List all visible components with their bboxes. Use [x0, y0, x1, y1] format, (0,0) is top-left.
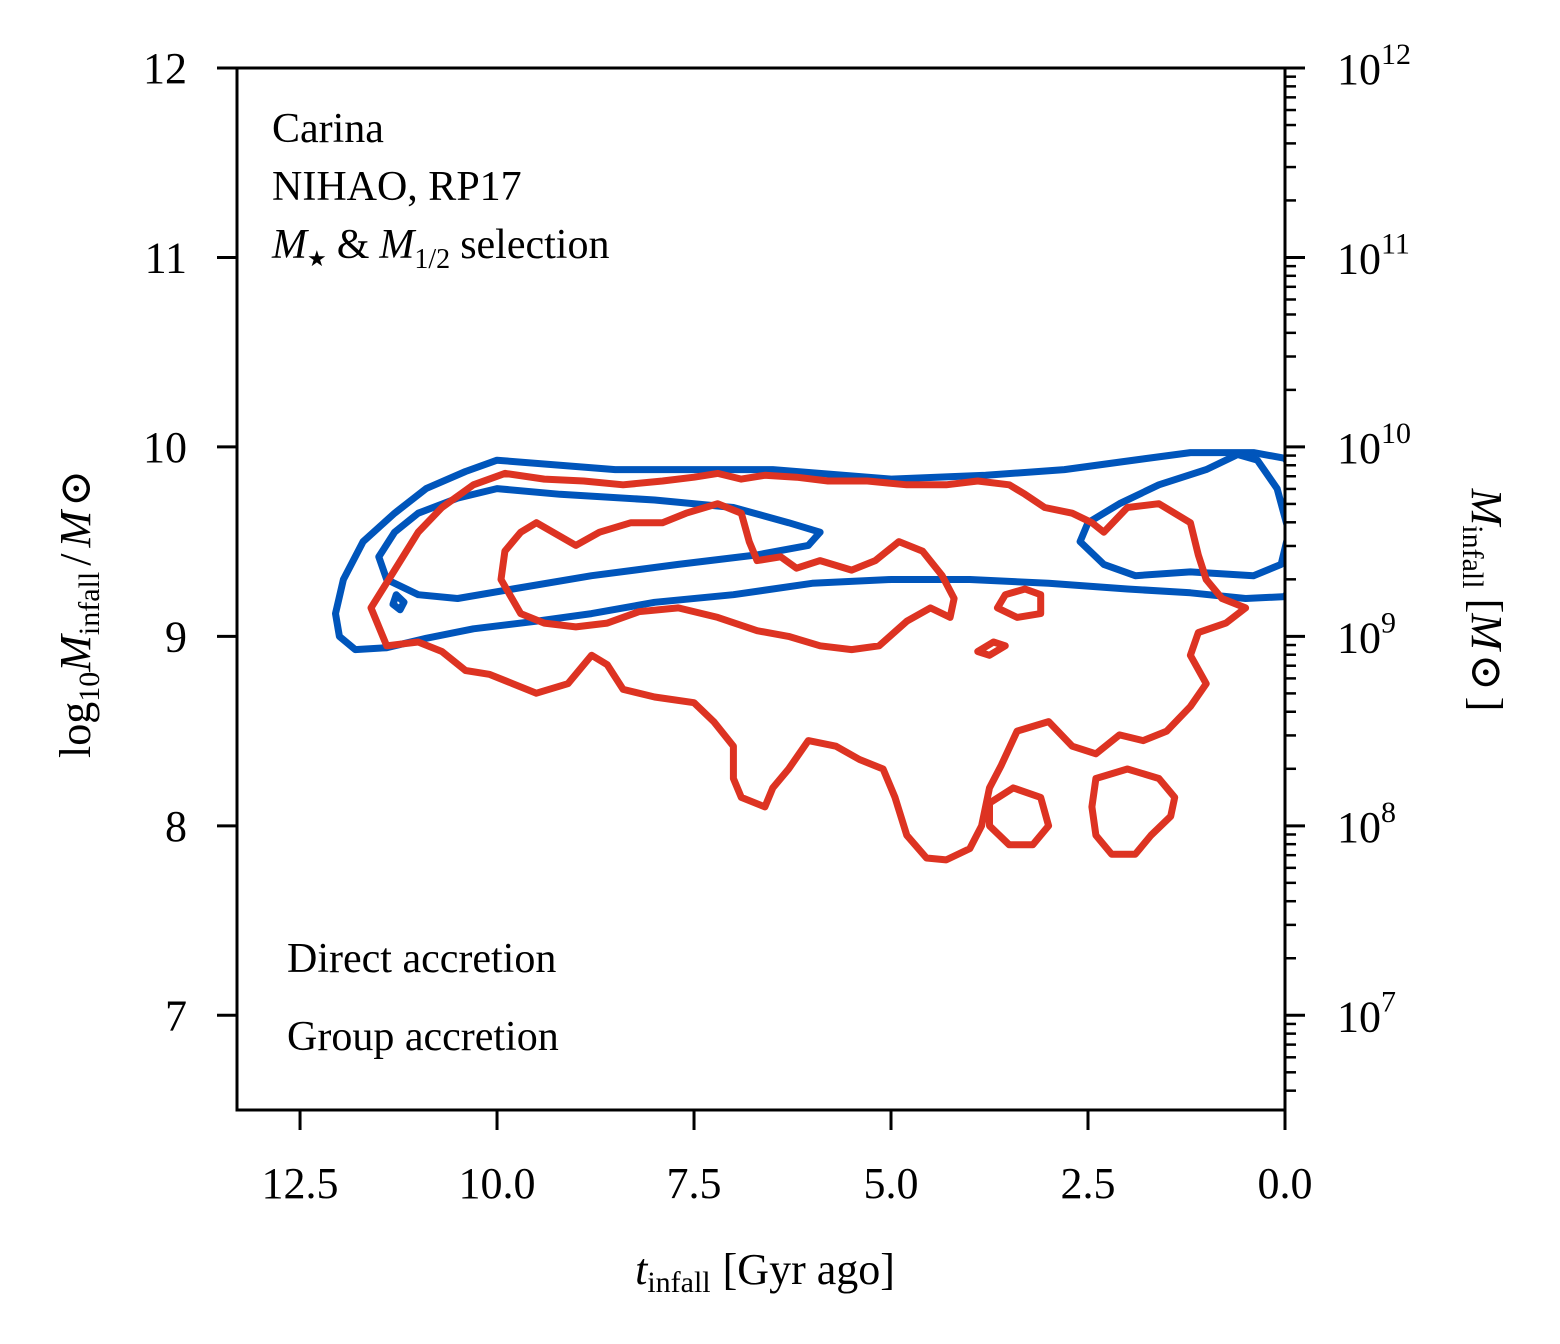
plot-frame	[235, 66, 1287, 1112]
x-tick-label: 7.5	[667, 1159, 722, 1208]
legend-group-accretion: Group accretion	[287, 1014, 559, 1060]
y-tick-label: 10	[143, 423, 187, 472]
x-tick-label: 10.0	[459, 1159, 536, 1208]
group-accretion-contour-2	[497, 500, 958, 654]
y2-tick-label: 109	[1337, 606, 1396, 662]
y-tick-label: 8	[165, 802, 187, 851]
contour-layer	[332, 449, 1285, 864]
y2-tick-label: 1010	[1337, 417, 1411, 473]
direct-accretion-contour-4	[1076, 451, 1285, 580]
x-tick-label: 0.0	[1258, 1159, 1313, 1208]
annotation-galaxy: Carina	[272, 106, 384, 152]
group-accretion-contour-1	[367, 469, 1250, 864]
y-tick-label: 7	[165, 991, 187, 1040]
annotation-selection: M★ & M1/2 selection	[271, 222, 609, 275]
legend-direct-accretion: Direct accretion	[287, 936, 556, 982]
direct-accretion-contour-1	[332, 449, 1285, 654]
y2-tick-label: 108	[1337, 796, 1396, 852]
y-axis-label: log10Minfall/M⊙	[51, 470, 106, 758]
group-accretion-contour-3	[993, 585, 1045, 621]
y2-tick-label: 1011	[1337, 227, 1410, 283]
group-accretion-contour-4	[974, 638, 1009, 659]
y-tick-label: 9	[165, 612, 187, 661]
y-axis-left: 7 8 9 10 11 12	[143, 44, 237, 1040]
y-tick-label: 11	[145, 233, 187, 282]
x-axis-label: tinfall [Gyr ago]	[635, 1245, 895, 1299]
annotation-simulation: NIHAO, RP17	[272, 164, 522, 210]
x-tick-label: 5.0	[864, 1159, 919, 1208]
x-axis: 12.5 10.0 7.5 5.0 2.5 0.0	[262, 1110, 1313, 1208]
y2-tick-label: 1012	[1337, 38, 1411, 94]
y2-tick-label: 107	[1337, 985, 1396, 1041]
y-tick-label: 12	[143, 44, 187, 93]
y-axis-right: 107 108 109 1010 1011 1012	[1285, 38, 1411, 1092]
group-accretion-contour-6	[1088, 765, 1179, 858]
y2-axis-label: Minfall[M⊙]	[1456, 488, 1511, 712]
x-tick-label: 2.5	[1061, 1159, 1116, 1208]
direct-accretion-contour-3	[389, 591, 408, 614]
group-accretion-contour-5	[986, 784, 1053, 849]
x-tick-label: 12.5	[262, 1159, 339, 1208]
